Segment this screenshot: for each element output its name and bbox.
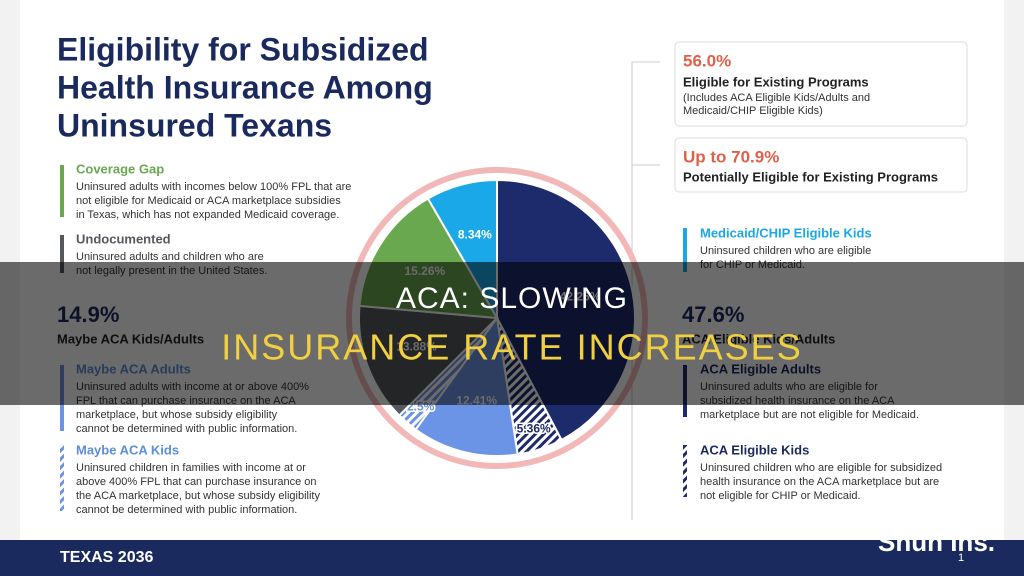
- text: Up to 70.9%: [683, 147, 779, 166]
- text: Uninsured adults with incomes below 100%…: [76, 181, 351, 193]
- text: marketplace, but whose subsidy eligibili…: [76, 409, 278, 421]
- text: Eligible for Existing Programs: [683, 74, 869, 89]
- text: not eligible for Medicaid or ACA marketp…: [76, 195, 341, 207]
- legend-bar: [683, 445, 687, 497]
- text: marketplace but are not eligible for Med…: [700, 409, 919, 421]
- text: Eligibility for Subsidized: [57, 31, 429, 67]
- text: Uninsured children who are eligible for …: [700, 462, 942, 474]
- text: Maybe ACA Kids: [76, 442, 179, 457]
- text: above 400% FPL that can purchase insuran…: [76, 476, 317, 488]
- text: Health Insurance Among: [57, 69, 433, 105]
- text: ACA Eligible Kids: [700, 442, 809, 457]
- text: health insurance on the ACA marketplace …: [700, 476, 939, 488]
- text: (Includes ACA Eligible Kids/Adults and: [683, 92, 870, 104]
- overlay-line1: ACA: SLOWING: [396, 282, 628, 315]
- box: [674, 41, 968, 127]
- text: not eligible for CHIP or Medicaid.: [700, 490, 861, 502]
- text: in Texas, which has not expanded Medicai…: [76, 209, 339, 221]
- page-number: 1: [958, 552, 964, 564]
- legend-bar: [60, 235, 64, 273]
- text: Medicaid/CHIP Eligible Kids: [700, 225, 872, 240]
- text: cannot be determined with public informa…: [76, 504, 297, 516]
- overlay-band: [0, 262, 1024, 405]
- text: Uninsured children in families with inco…: [76, 462, 306, 474]
- text: Potentially Eligible for Existing Progra…: [683, 169, 938, 184]
- data-label: 8.34%: [458, 228, 492, 242]
- watermark: Shun Ins.: [878, 527, 995, 557]
- legend-bar: [60, 445, 64, 511]
- footer-bar: [0, 540, 1024, 576]
- box: [674, 137, 968, 193]
- text: Medicaid/CHIP Eligible Kids): [683, 105, 823, 117]
- footer-logo: TEXAS 2036: [60, 549, 153, 566]
- text: Coverage Gap: [76, 161, 164, 176]
- text: Uninsured adults and children who are: [76, 251, 264, 263]
- text: Uninsured children who are eligible: [700, 245, 871, 257]
- text: Uninsured Texans: [57, 107, 332, 143]
- text: 56.0%: [683, 51, 731, 70]
- text: the ACA marketplace, but whose subsidy e…: [76, 490, 320, 502]
- legend-bar: [60, 165, 64, 217]
- text: Undocumented: [76, 231, 171, 246]
- overlay-line2: INSURANCE RATE INCREASES: [221, 327, 802, 368]
- data-label: 5.36%: [517, 422, 551, 436]
- legend-bar: [683, 228, 687, 272]
- text: cannot be determined with public informa…: [76, 423, 297, 435]
